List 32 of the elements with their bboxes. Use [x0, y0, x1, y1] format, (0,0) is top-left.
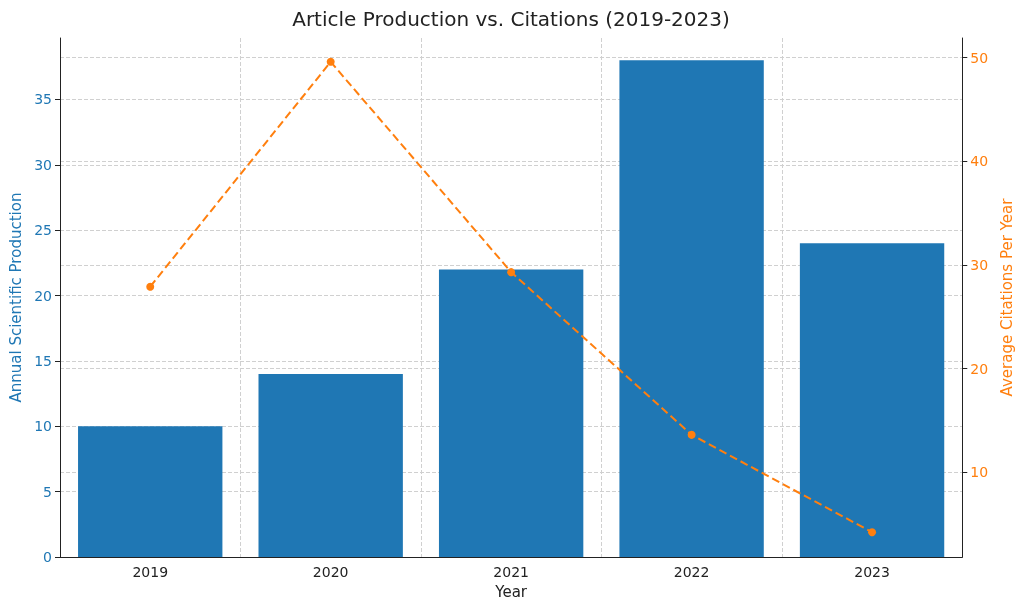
- point: [326, 57, 335, 66]
- y-tick-label: 35: [34, 91, 52, 108]
- point: [687, 430, 696, 439]
- y2-axis-title: Average Citations Per Year: [997, 197, 1016, 397]
- x-axis-title: Year: [494, 582, 528, 601]
- x-tick-label: 2022: [673, 564, 710, 581]
- y2-tick-label: 10: [970, 464, 989, 481]
- point: [868, 528, 877, 537]
- point: [146, 282, 155, 291]
- x-tick-label: 2020: [312, 564, 349, 581]
- y-tick-label: 30: [34, 156, 52, 173]
- x-tick-label: 2023: [854, 564, 890, 581]
- y-tick-label: 20: [34, 287, 52, 304]
- point: [507, 268, 516, 277]
- x-tick-label: 2019: [132, 564, 169, 581]
- chart-title: Article Production vs. Citations (2019-2023): [292, 7, 730, 31]
- y2-tick-label: 50: [970, 49, 989, 66]
- y2-tick-label: 40: [970, 153, 989, 170]
- y-tick-label: 0: [43, 549, 52, 566]
- y-axis-title: Annual Scientific Production: [6, 192, 25, 403]
- y2-tick-label: 20: [970, 360, 989, 377]
- y-tick-label: 10: [34, 418, 52, 435]
- bar: [619, 60, 764, 558]
- x-tick-label: 2021: [493, 564, 529, 581]
- y-tick-label: 5: [43, 483, 52, 500]
- bar: [799, 243, 945, 558]
- bar: [258, 374, 403, 558]
- y-tick-label: 15: [34, 352, 52, 369]
- y2-tick-label: 30: [970, 256, 989, 273]
- bar: [78, 426, 223, 558]
- bar: [438, 269, 584, 558]
- y-tick-label: 25: [34, 222, 52, 239]
